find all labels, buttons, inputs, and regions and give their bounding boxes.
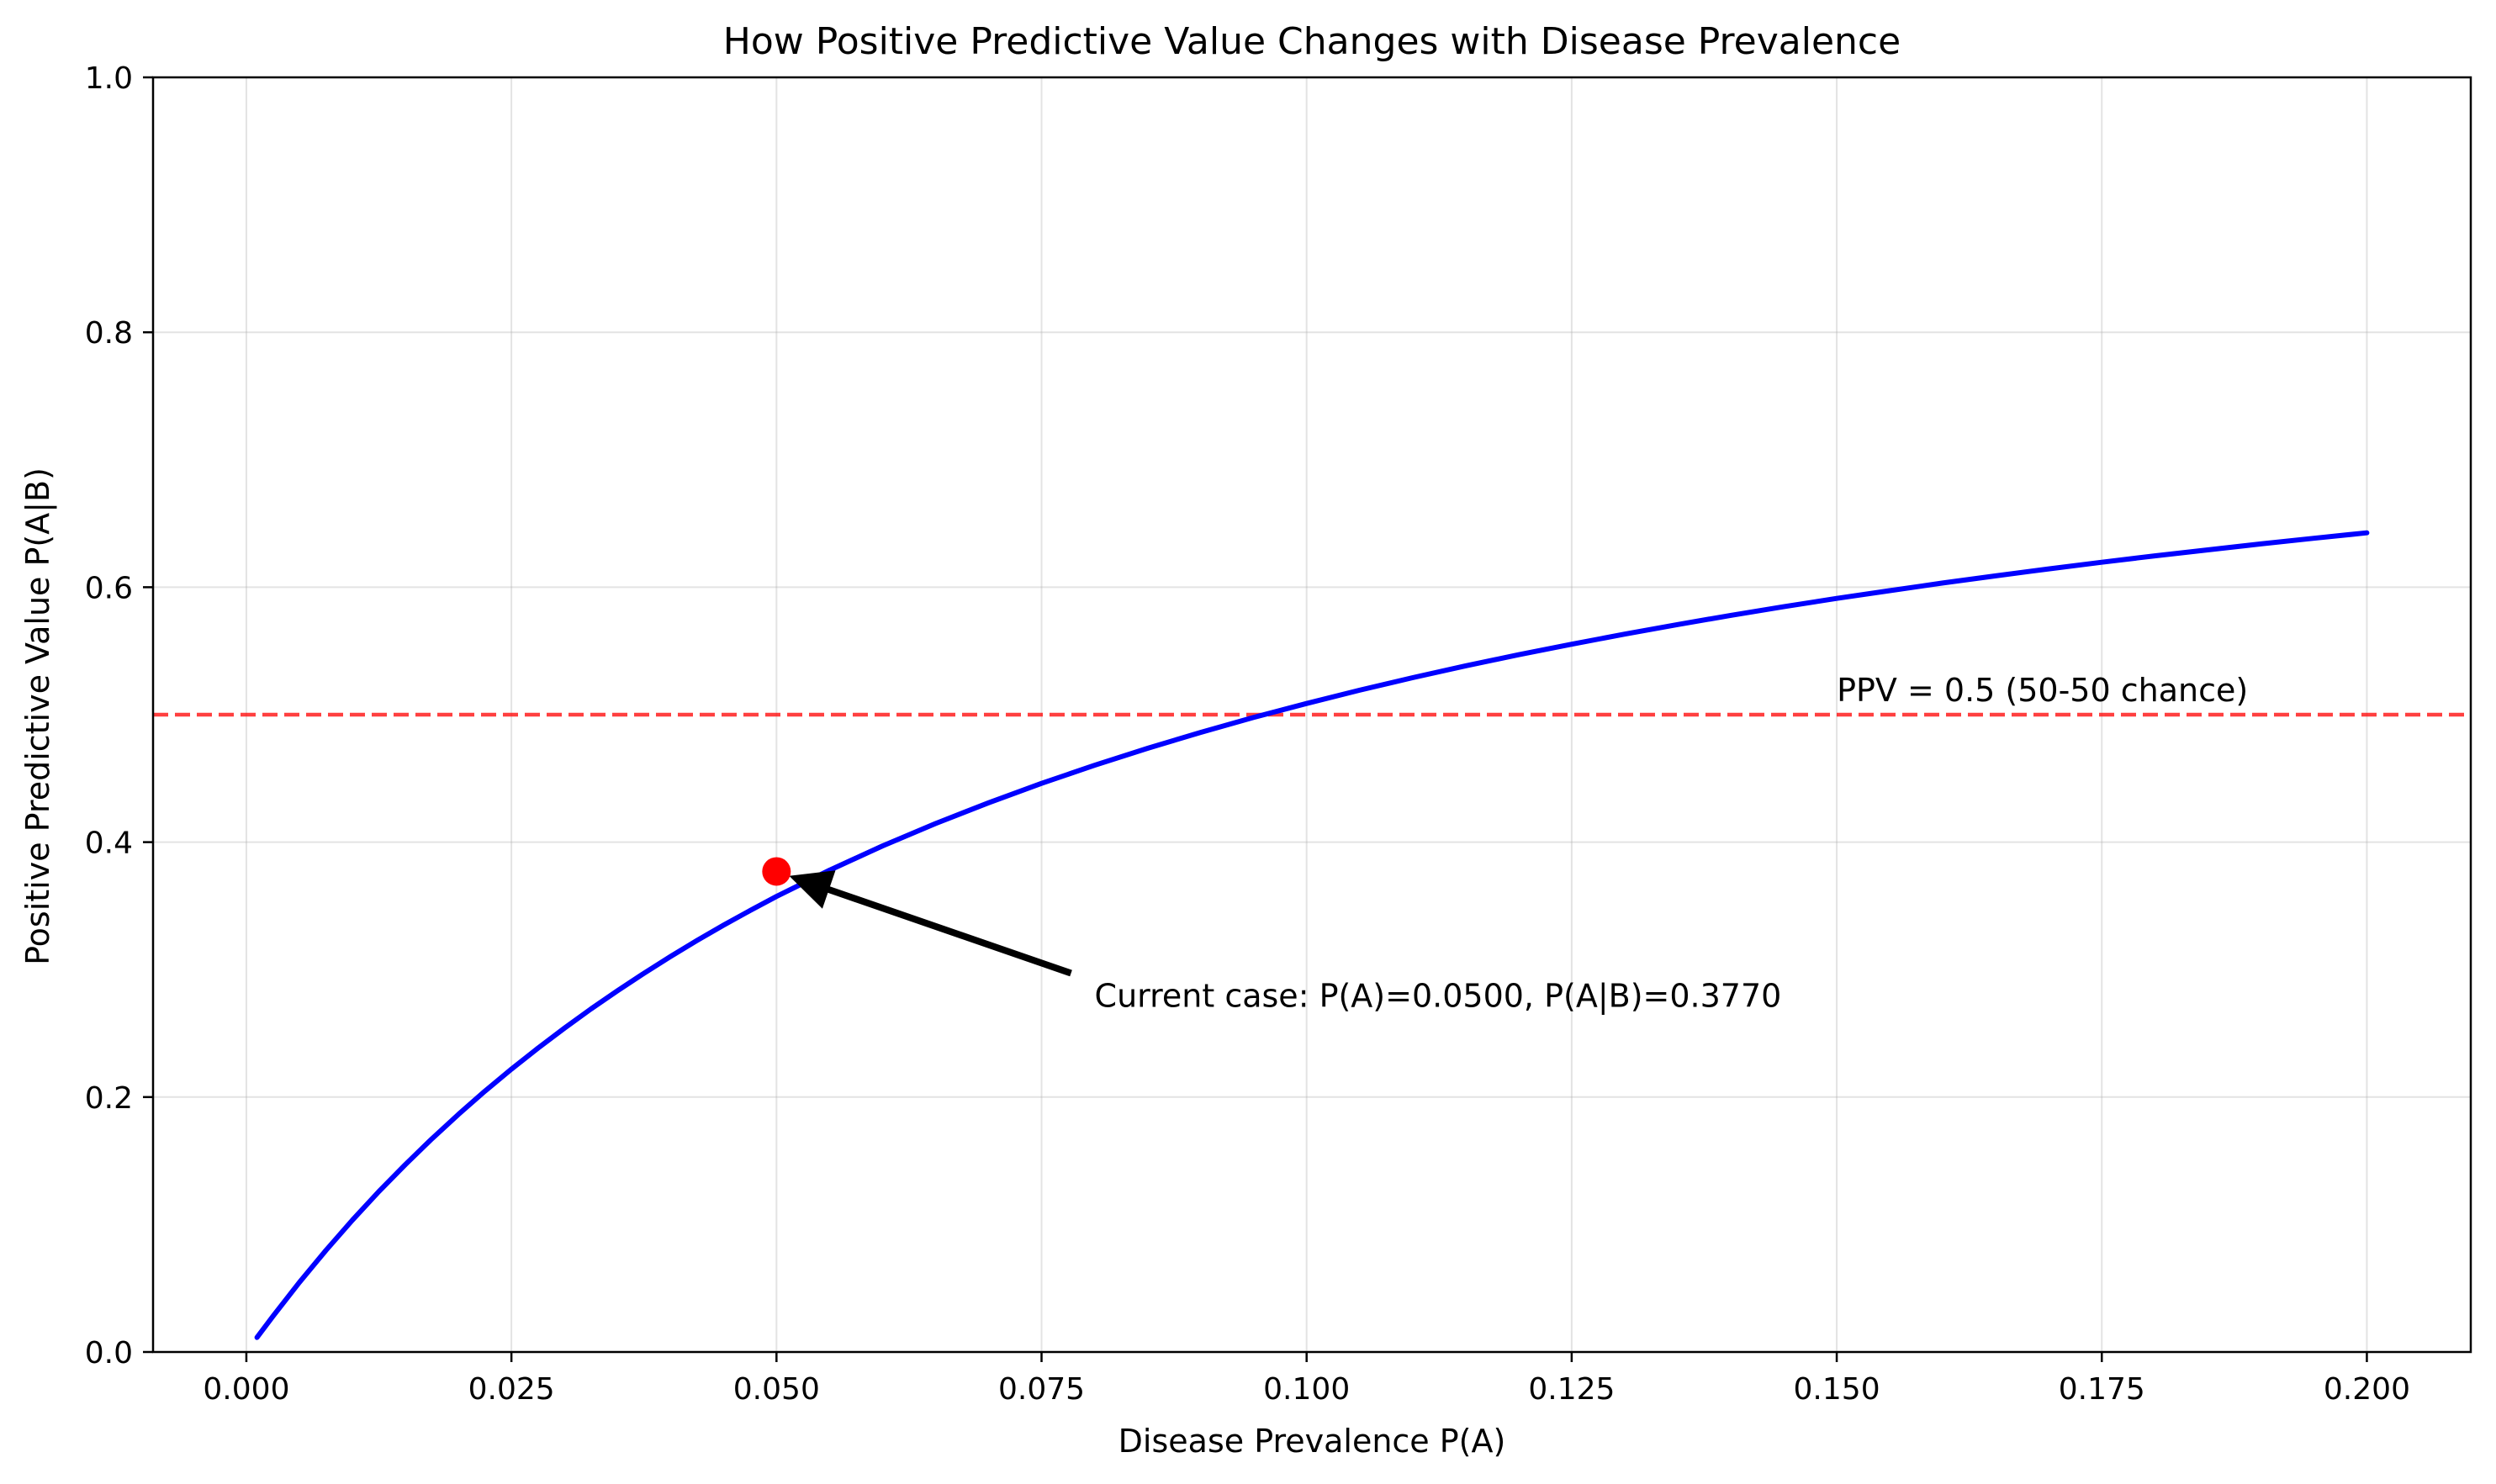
x-tick-label: 0.150 — [1794, 1372, 1880, 1407]
x-tick-label: 0.100 — [1263, 1372, 1350, 1407]
axes-layer: 0.000 0.025 0.050 0.075 0.100 0.125 0.150 0.175… — [85, 61, 2472, 1407]
x-tick-label: 0.025 — [468, 1372, 555, 1407]
plot-frame — [151, 76, 2472, 1354]
annotation-text: Current case: P(A)=0.0500, P(A|B)=0.3770 — [1095, 978, 1782, 1016]
y-tick-label: 0.4 — [85, 826, 133, 861]
y-tick-label: 0.0 — [85, 1336, 133, 1370]
reference-line-label: PPV = 0.5 (50-50 chance) — [1837, 672, 2248, 709]
annotation-arrow-head — [789, 870, 836, 909]
annotation-arrow-shaft — [824, 885, 1072, 977]
series-layer — [254, 530, 2370, 1340]
series-line — [254, 530, 2370, 1340]
y-axis-label: Positive Predictive Value P(A|B) — [19, 467, 57, 965]
x-axis-label: Disease Prevalence P(A) — [1118, 1423, 1506, 1460]
highlight-point — [762, 857, 791, 886]
y-tick-label: 0.2 — [85, 1081, 133, 1116]
x-tick-label: 0.125 — [1528, 1372, 1615, 1407]
chart-title: How Positive Predictive Value Changes wi… — [723, 20, 1901, 63]
x-tick-label: 0.175 — [2059, 1372, 2145, 1407]
y-tick-label: 1.0 — [85, 61, 133, 96]
x-tick-label: 0.000 — [203, 1372, 289, 1407]
annotation-layer — [762, 857, 1072, 977]
x-tick-label: 0.075 — [998, 1372, 1085, 1407]
x-tick-label: 0.200 — [2324, 1372, 2410, 1407]
y-tick-label: 0.8 — [85, 316, 133, 351]
x-tick-label: 0.050 — [733, 1372, 820, 1407]
y-tick-label: 0.6 — [85, 571, 133, 605]
